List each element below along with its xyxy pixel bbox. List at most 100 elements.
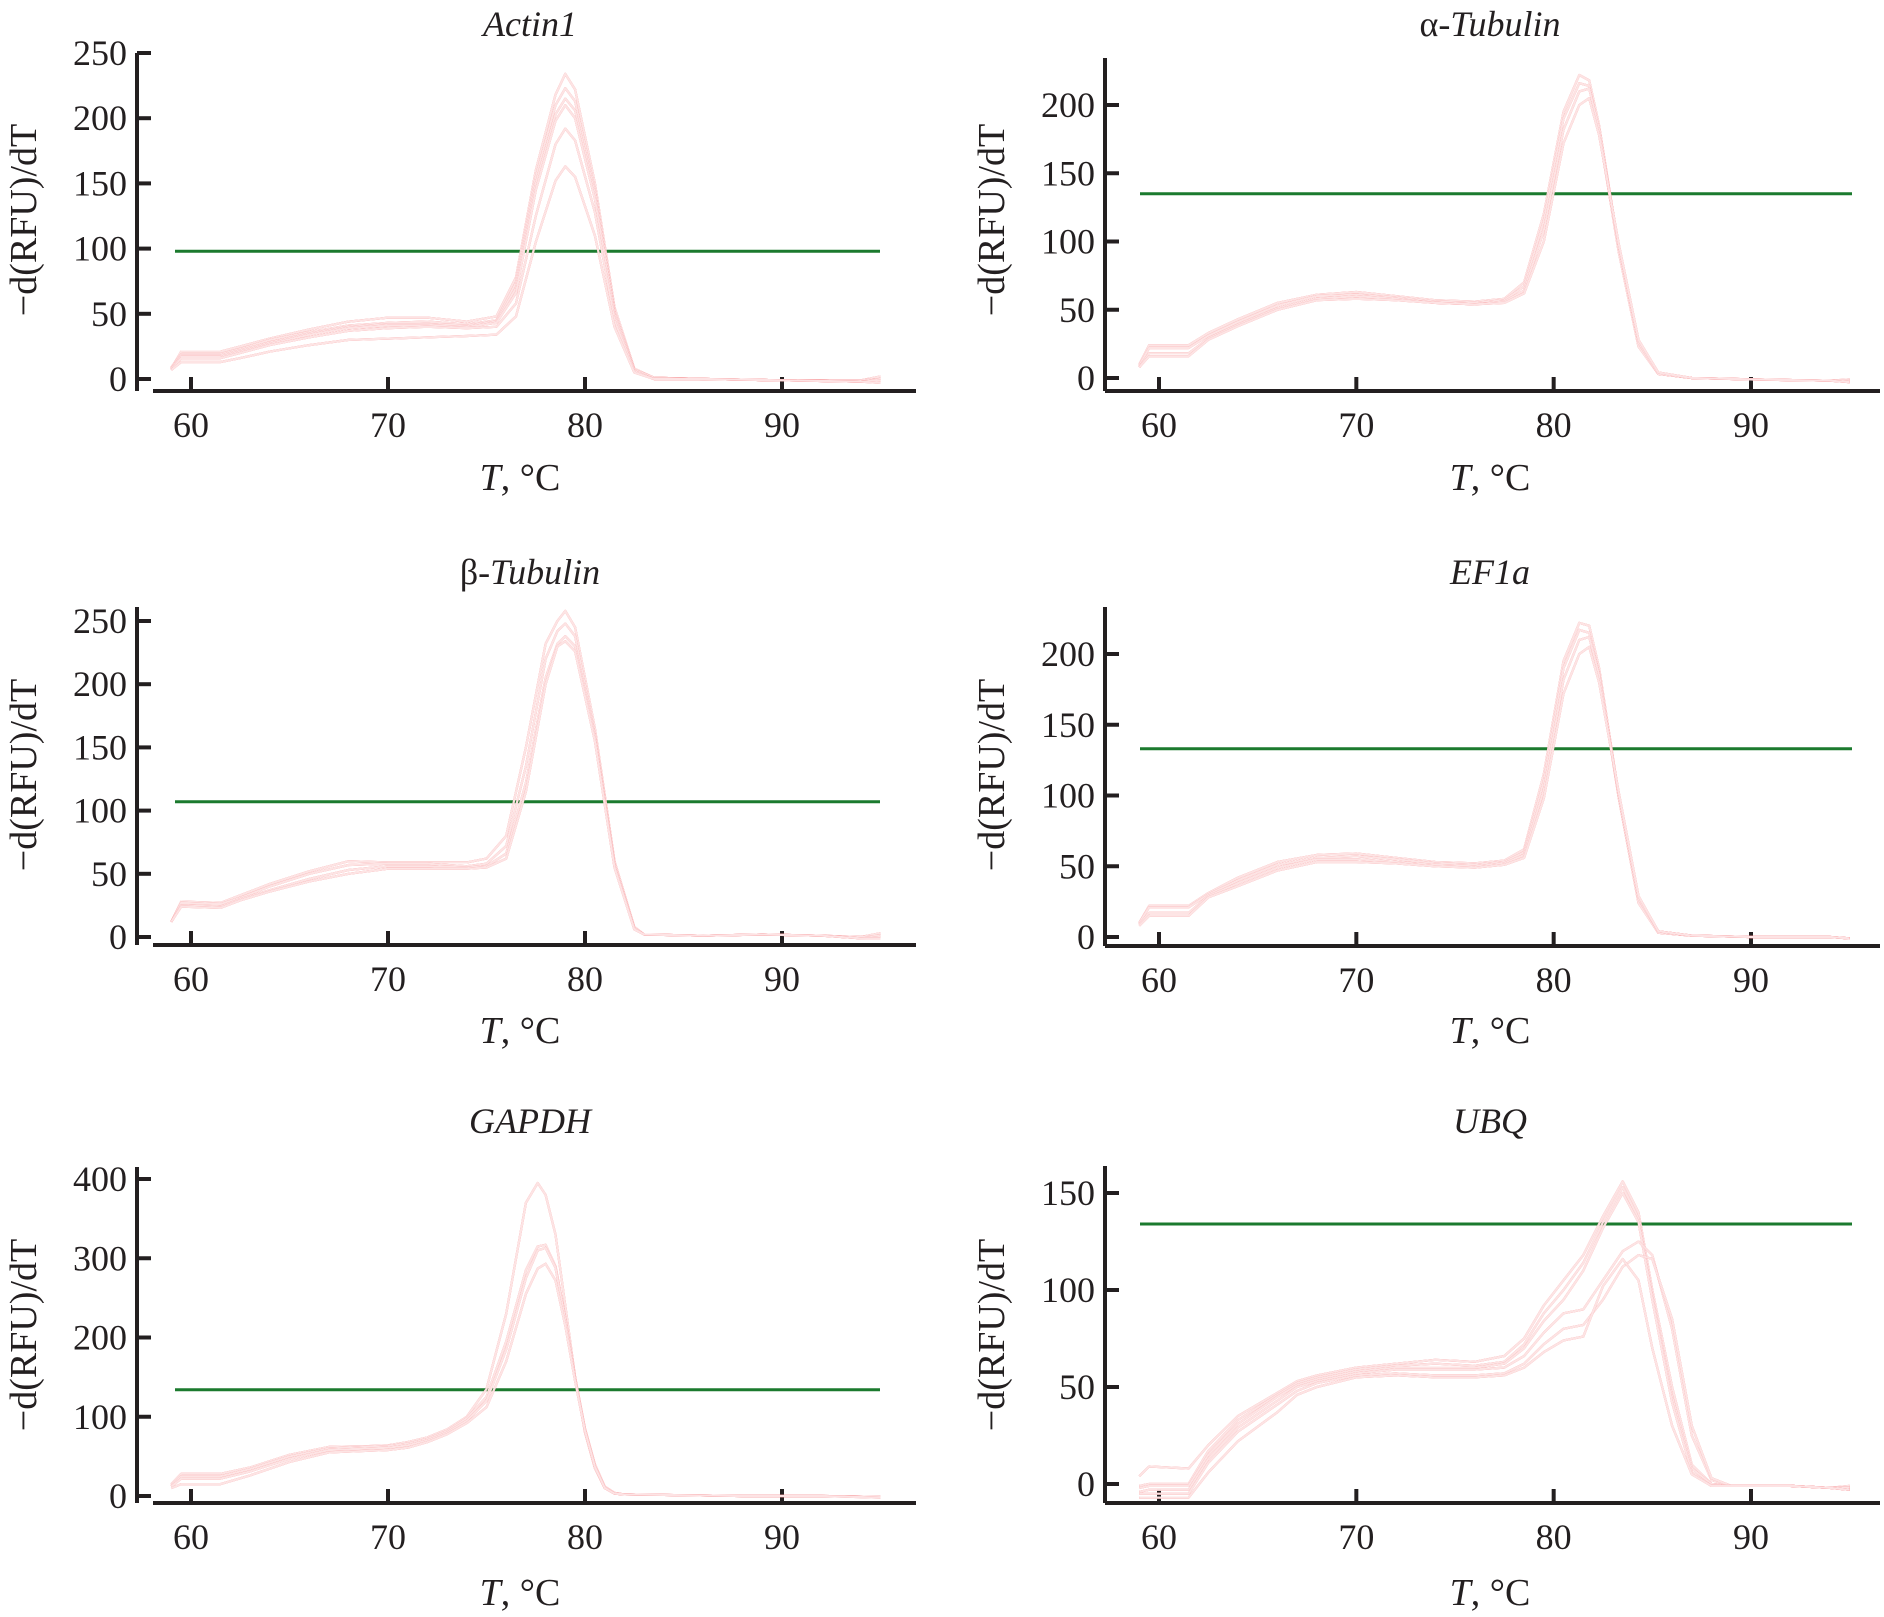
y-tick-label: 150: [1041, 153, 1095, 193]
x-axis-label-unit: , °C: [501, 457, 561, 499]
chart-title-gene: GAPDH: [469, 1101, 593, 1141]
y-axis-label: −d(RFU)/dT: [3, 1239, 45, 1431]
panel-1: Actin1 0 50 100 150 200 250 60 70 80 90 T, °C −d(RFU…: [3, 4, 916, 499]
chart-title-prefix: α-: [1420, 4, 1451, 44]
x-tick-label: 70: [370, 405, 406, 445]
y-tick-label: 50: [1059, 1367, 1095, 1407]
melt-curve-rep4-outline: [1138, 97, 1850, 384]
chart-title-prefix: β-: [460, 552, 490, 592]
y-tick-label: 50: [1059, 290, 1095, 330]
y-axis-label: −d(RFU)/dT: [971, 124, 1013, 316]
y-tick-label: 200: [73, 98, 127, 138]
y-tick-label: 300: [73, 1238, 127, 1278]
y-tick-label: 0: [109, 1476, 127, 1516]
x-tick-label: 70: [370, 959, 406, 999]
melt-curve-rep1-core: [1138, 73, 1850, 382]
x-tick-label: 70: [1338, 1517, 1374, 1557]
x-tick-label: 80: [567, 405, 603, 445]
x-axis-label-var: T: [480, 457, 504, 499]
x-tick-label: 60: [1141, 960, 1177, 1000]
chart-title: EF1a: [1449, 552, 1530, 592]
melt-curve-rep1-outline: [1138, 73, 1850, 382]
x-axis-label: T, °C: [480, 1010, 561, 1052]
x-tick-label: 70: [1338, 960, 1374, 1000]
melt-curve-rep5-core: [170, 127, 881, 383]
melt-curve-rep2-outline: [1138, 82, 1850, 382]
panel-5: GAPDH 0 100 200 300 400 60 70 80 90 T, °C −d(RFU)/d…: [3, 1101, 916, 1614]
chart-title-gene: Tubulin: [490, 552, 600, 592]
y-tick-label: 150: [73, 163, 127, 203]
y-tick-label: 100: [1041, 1270, 1095, 1310]
chart-title-gene: UBQ: [1453, 1101, 1527, 1141]
panel-6: UBQ 0 50 100 150 60 70 80 90 T, °C −d(RFU)/dT: [971, 1101, 1880, 1614]
melt-curve-rep3-core: [1138, 635, 1850, 940]
x-axis-label-unit: , °C: [1471, 1010, 1531, 1052]
x-axis-label: T, °C: [1450, 457, 1531, 499]
chart-title-gene: Tubulin: [1450, 4, 1560, 44]
melt-curve-rep1-outline: [1138, 621, 1850, 940]
y-tick-label: 200: [73, 1318, 127, 1358]
x-tick-label: 90: [764, 959, 800, 999]
melt-curve-rep6-outline: [1139, 1257, 1850, 1499]
melt-curve-rep3-outline: [1139, 1191, 1850, 1491]
x-axis-label-var: T: [1450, 1010, 1474, 1052]
x-tick-label: 80: [567, 1517, 603, 1557]
x-tick-label: 90: [1733, 1517, 1769, 1557]
y-axis-label: −d(RFU)/dT: [971, 679, 1013, 871]
y-tick-label: 100: [73, 1397, 127, 1437]
y-tick-label: 200: [1041, 85, 1095, 125]
x-tick-label: 60: [173, 959, 209, 999]
y-tick-label: 200: [1041, 634, 1095, 674]
y-tick-label: 100: [73, 229, 127, 269]
x-tick-label: 60: [1141, 405, 1177, 445]
melt-curve-rep1-core: [1138, 1180, 1850, 1490]
x-tick-label: 70: [370, 1517, 406, 1557]
y-tick-label: 400: [73, 1159, 127, 1199]
melt-curve-rep4-outline: [1138, 645, 1850, 940]
x-axis-label-var: T: [1450, 1572, 1474, 1614]
y-tick-label: 50: [91, 294, 127, 334]
panel-3: β-Tubulin 0 50 100 150 200 250 60 70 80 90 T, °C −d(…: [3, 552, 916, 1052]
chart-title: α-Tubulin: [1420, 4, 1561, 44]
x-tick-label: 80: [1536, 1517, 1572, 1557]
x-tick-label: 80: [1536, 405, 1572, 445]
melt-curve-rep6-core: [170, 165, 881, 384]
chart-title-gene: Actin1: [481, 4, 577, 44]
chart-title: UBQ: [1453, 1101, 1527, 1141]
x-axis-label-var: T: [480, 1010, 504, 1052]
panel-2: α-Tubulin 0 50 100 150 200 60 70 80 90 T, °C −d(RFU…: [971, 4, 1880, 499]
x-axis-label: T, °C: [480, 1572, 561, 1614]
y-tick-label: 0: [1077, 917, 1095, 957]
panel-4: EF1a 0 50 100 150 200 60 70 80 90 T, °C −d(RFU)/dT: [971, 552, 1880, 1052]
y-tick-label: 100: [1041, 222, 1095, 262]
chart-title: β-Tubulin: [460, 552, 600, 592]
melt-curve-rep3-outline: [1138, 87, 1850, 384]
chart-title-gene: EF1a: [1449, 552, 1530, 592]
chart-title: Actin1: [481, 4, 577, 44]
x-tick-label: 80: [567, 959, 603, 999]
y-tick-label: 0: [109, 359, 127, 399]
y-tick-label: 150: [73, 727, 127, 767]
x-axis-label-unit: , °C: [501, 1572, 561, 1614]
melt-curve-rep2-core: [1139, 1186, 1850, 1490]
x-axis-label: T, °C: [1450, 1010, 1531, 1052]
melt-curve-rep1-outline: [170, 1181, 881, 1498]
y-tick-label: 150: [1041, 705, 1095, 745]
y-tick-label: 50: [1059, 846, 1095, 886]
y-tick-label: 0: [109, 917, 127, 957]
melt-curve-rep4-core: [170, 640, 881, 940]
x-tick-label: 90: [1733, 960, 1769, 1000]
melt-curve-rep3-core: [1138, 87, 1850, 384]
x-tick-label: 60: [173, 405, 209, 445]
x-axis-label-unit: , °C: [1471, 457, 1531, 499]
melt-curve-rep4-core: [1138, 97, 1850, 384]
melt-curve-rep2-core: [1138, 628, 1850, 940]
y-tick-label: 0: [1077, 358, 1095, 398]
melt-curve-rep4-core: [1139, 1240, 1850, 1493]
y-tick-label: 150: [1041, 1173, 1095, 1213]
melt-curve-rep3-outline: [1138, 635, 1850, 940]
melt-curve-rep2-outline: [1138, 628, 1850, 940]
melt-curve-rep4-core: [1138, 645, 1850, 940]
x-axis-label-var: T: [480, 1572, 504, 1614]
x-tick-label: 90: [764, 405, 800, 445]
